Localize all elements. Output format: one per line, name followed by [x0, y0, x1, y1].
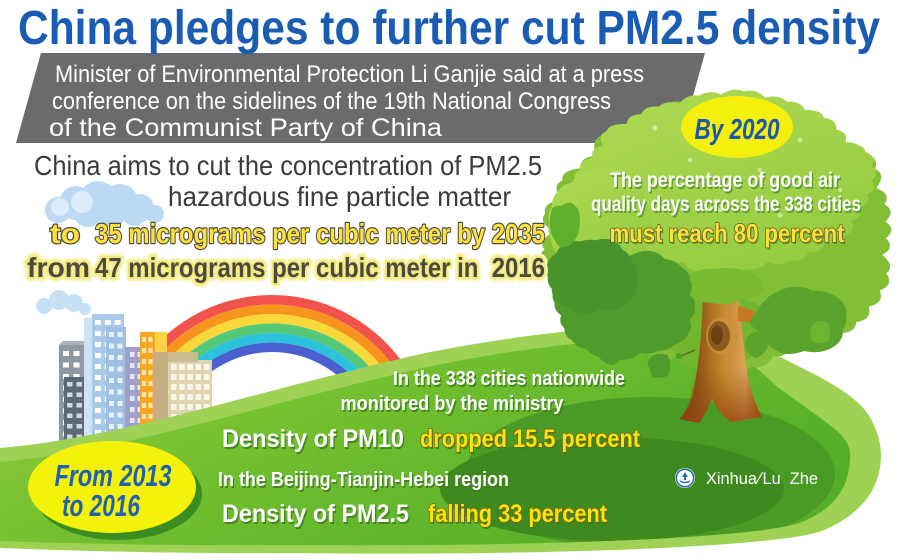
- svg-text:In the 338 cities nationwide: In the 338 cities nationwide: [393, 368, 625, 390]
- svg-text:falling 33 percent: falling 33 percent: [428, 500, 608, 528]
- svg-text:The percentage of good air: The percentage of good air: [610, 169, 840, 192]
- svg-text:quality days across the 338 ci: quality days across the 338 cities: [591, 193, 861, 216]
- svg-text:In the Beijing-Tianjin-Hebei r: In the Beijing-Tianjin-Hebei region: [219, 471, 510, 493]
- svg-text:From 2013: From 2013: [55, 458, 172, 493]
- svg-text:quality days across the 338 ci: quality days across the 338 cities: [592, 195, 862, 218]
- svg-text:from: from: [27, 252, 90, 283]
- svg-text:conference on the sidelines of: conference on the sidelines of the 19th …: [52, 88, 611, 115]
- svg-text:falling 33 percent: falling 33 percent: [429, 502, 609, 530]
- svg-text:dropped 15.5 percent: dropped 15.5 percent: [421, 427, 642, 455]
- svg-text:of the Communist Party of Chin: of the Communist Party of China: [49, 114, 442, 142]
- svg-text:Xinhua ∕ Lu Zhe: Xinhua ∕ Lu Zhe: [706, 469, 818, 488]
- svg-text:47 micrograms per cubic meter: 47 micrograms per cubic meter in 2016: [95, 252, 545, 283]
- svg-text:to: to: [50, 218, 80, 249]
- svg-text:must reach 80 percent: must reach 80 percent: [610, 218, 845, 248]
- svg-text:must reach 80 percent: must reach 80 percent: [611, 220, 846, 250]
- svg-text:China pledges to further cut P: China pledges to further cut PM2.5 densi…: [18, 2, 880, 55]
- svg-text:dropped 15.5 percent: dropped 15.5 percent: [420, 425, 641, 453]
- svg-text:Density of PM2.5: Density of PM2.5: [223, 502, 410, 530]
- svg-text:monitored by the ministry: monitored by the ministry: [342, 395, 566, 417]
- svg-text:The percentage of good air: The percentage of good air: [611, 171, 841, 194]
- svg-text:from: from: [27, 252, 90, 283]
- svg-text:Density of PM10: Density of PM10: [223, 427, 405, 455]
- svg-text:In the Beijing-Tianjin-Hebei r: In the Beijing-Tianjin-Hebei region: [218, 469, 509, 491]
- svg-text:In the 338 cities nationwide: In the 338 cities nationwide: [394, 370, 626, 392]
- svg-text:By 2020: By 2020: [695, 114, 780, 146]
- svg-text:to 2016: to 2016: [62, 488, 141, 523]
- svg-text:China aims to cut the concentr: China aims to cut the concentration of P…: [34, 150, 542, 181]
- svg-text:hazardous fine particle matter: hazardous fine particle matter: [168, 181, 511, 212]
- svg-text:Minister of Environmental Prot: Minister of Environmental Protection Li …: [55, 61, 644, 88]
- svg-text:monitored by the ministry: monitored by the ministry: [341, 393, 565, 415]
- svg-text:47 micrograms per cubic meter: 47 micrograms per cubic meter in 2016: [95, 252, 545, 283]
- svg-text:Density of PM2.5: Density of PM2.5: [222, 500, 409, 528]
- svg-text:Density of PM10: Density of PM10: [222, 425, 404, 453]
- svg-text:35 micrograms per cubic meter: 35 micrograms per cubic meter by 2035: [95, 218, 545, 249]
